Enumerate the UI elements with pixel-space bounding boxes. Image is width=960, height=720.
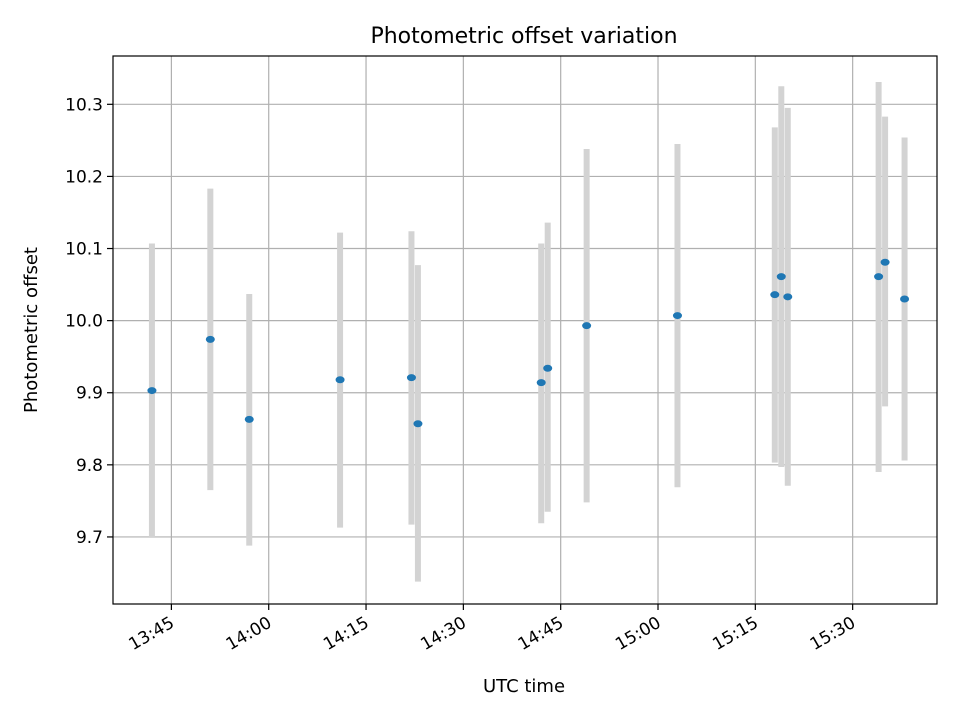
x-axis-ticks: 13:45 14:00 14:15 14:30 14:45 15:00 15:15 15:30 (125, 604, 859, 655)
data-point (776, 273, 786, 281)
data-point (900, 295, 910, 303)
data-points (147, 258, 910, 428)
y-tick-label: 9.8 (76, 456, 103, 476)
x-tick-label: 14:00 (223, 613, 275, 655)
data-point (244, 415, 254, 423)
data-point (543, 364, 553, 372)
y-tick-label: 10.0 (65, 312, 103, 332)
data-point (536, 379, 546, 387)
data-point (874, 273, 884, 281)
x-tick-label: 14:45 (515, 613, 567, 655)
y-axis-label: Photometric offset (21, 247, 42, 413)
x-tick-label: 14:30 (417, 613, 469, 655)
data-point (672, 312, 682, 320)
chart-title: Photometric offset variation (370, 24, 677, 49)
y-axis-ticks: 9.7 9.8 9.9 10.0 10.1 10.2 10.3 (65, 95, 113, 548)
data-point (770, 291, 780, 299)
error-bars (148, 81, 908, 582)
data-point (582, 322, 592, 330)
data-point (335, 376, 345, 384)
x-tick-label: 15:00 (612, 613, 664, 655)
y-tick-label: 10.2 (65, 167, 103, 187)
data-point (783, 293, 793, 301)
data-point (880, 258, 890, 266)
x-tick-label: 13:45 (125, 613, 177, 655)
grid (113, 56, 937, 604)
data-point (147, 387, 157, 395)
x-axis-label: UTC time (483, 676, 565, 697)
x-tick-label: 15:15 (709, 613, 761, 655)
data-point (205, 335, 215, 343)
y-tick-label: 9.7 (76, 528, 103, 548)
plot-frame (112, 55, 938, 605)
x-tick-label: 14:15 (320, 613, 372, 655)
y-tick-label: 9.9 (76, 384, 103, 404)
y-tick-label: 10.1 (65, 240, 103, 260)
x-tick-label: 15:30 (807, 613, 859, 655)
y-tick-label: 10.3 (65, 95, 103, 115)
data-point (413, 420, 423, 428)
data-point (406, 374, 416, 382)
